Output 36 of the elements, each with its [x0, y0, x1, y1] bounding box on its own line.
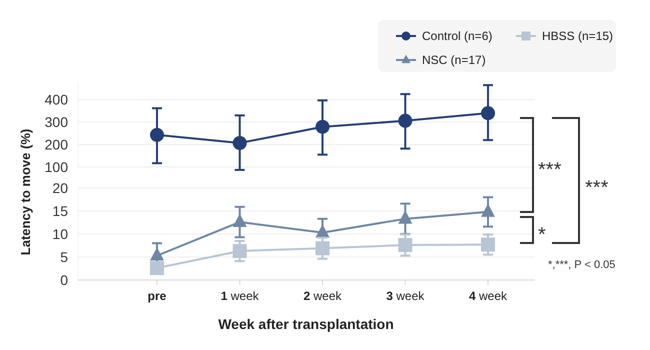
y-axis-title: Latency to move (%) — [18, 128, 33, 256]
x-axis-title: Week after transplantation — [218, 316, 394, 332]
point — [316, 241, 330, 256]
point — [481, 106, 495, 120]
y-tick-label: 100 — [44, 158, 68, 175]
point — [232, 136, 247, 150]
point — [481, 204, 495, 217]
text: * — [538, 224, 546, 246]
legend-label: HBSS (n=15) — [542, 29, 614, 44]
y-tick-label: 5 — [60, 248, 68, 265]
point — [232, 244, 247, 258]
y-tick-label: 200 — [44, 136, 68, 152]
x-tick-label: pre — [148, 289, 167, 303]
point — [316, 120, 330, 134]
point — [398, 238, 412, 252]
point — [150, 128, 164, 142]
text: *** — [585, 177, 609, 199]
y-tick-label: 20 — [52, 180, 68, 196]
y-tick-label: 400 — [44, 92, 68, 108]
legend-label: NSC (n=17) — [422, 53, 486, 68]
point — [150, 261, 164, 276]
x-tick-label: 2 week — [303, 289, 343, 303]
x-tick-label: 3 week — [386, 289, 426, 303]
y-tick-label: 10 — [52, 226, 68, 242]
x-tick-label: 1 week — [220, 289, 260, 303]
point — [232, 214, 247, 227]
y-tick-label: 0 — [60, 272, 68, 288]
y-tick-label: 300 — [44, 114, 68, 130]
text: *** — [538, 159, 562, 181]
x-tick-label: 4 week — [468, 289, 508, 303]
point — [481, 238, 495, 252]
y-tick-label: 15 — [52, 202, 68, 219]
legend-label: Control (n=6) — [422, 29, 492, 44]
point — [398, 114, 412, 128]
point — [398, 210, 412, 224]
text: *,***, P < 0.05 — [548, 259, 616, 271]
